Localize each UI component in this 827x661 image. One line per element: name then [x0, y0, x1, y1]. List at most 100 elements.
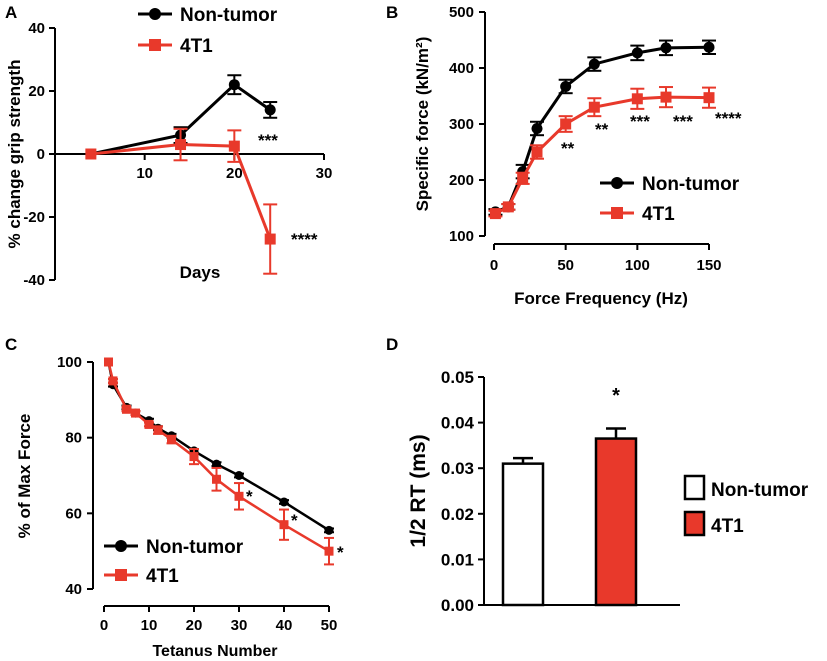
- legend-4t1-swatch: [683, 510, 706, 537]
- non-tumor-line: [107, 361, 330, 532]
- x-tick-label: 30: [231, 617, 248, 634]
- significance-label: *: [291, 511, 298, 530]
- legend-non-tumor-swatch-marker: [149, 8, 161, 20]
- t4t1-point: [531, 146, 543, 158]
- x-axis-label: Tetanus Number: [152, 643, 277, 660]
- t4t1-point: [167, 435, 176, 445]
- t4t1-point: [517, 172, 529, 184]
- legend-non-tumor-label: Non-tumor: [711, 480, 809, 501]
- t4t1-line: [90, 143, 272, 240]
- t4t1-point: [660, 91, 672, 103]
- bar-4t1: [594, 437, 638, 607]
- t4t1-point: [588, 101, 600, 113]
- non-tumor-point: [324, 525, 334, 535]
- t4t1-point: [560, 118, 572, 130]
- x-tick-label: 100: [625, 257, 650, 274]
- y-tick-label: 0.00: [441, 596, 474, 615]
- y-tick-label: 300: [449, 116, 474, 133]
- non-tumor-point: [660, 42, 672, 54]
- significance-label: ***: [673, 112, 693, 131]
- t4t1-point: [108, 376, 118, 386]
- significance-label: *: [246, 487, 253, 506]
- y-axis-label: % change grip strength: [5, 60, 24, 249]
- panel-d: D 0.00 0.01 0.02 0.03 0.04 0.05 1/2 RT (ms) * Non…: [386, 335, 809, 615]
- t4t1-point: [104, 357, 113, 367]
- x-tick-label: 20: [226, 165, 243, 182]
- significance-label: **: [595, 120, 609, 139]
- legend-non-tumor-label: Non-tumor: [146, 537, 244, 558]
- t4t1-line: [107, 361, 330, 553]
- t4t1-point: [279, 520, 289, 530]
- non-tumor-line: [90, 82, 272, 156]
- y-tick-label: 0.03: [441, 459, 474, 478]
- y-tick-label: 200: [449, 172, 474, 189]
- y-tick-label: 400: [449, 60, 474, 77]
- significance-label: ***: [258, 131, 278, 150]
- t4t1-point: [131, 408, 140, 418]
- legend-4t1-swatch-marker: [611, 207, 623, 219]
- non-tumor-point: [703, 41, 715, 53]
- non-tumor-point: [212, 459, 221, 469]
- y-tick-label: 0.04: [441, 414, 475, 433]
- x-tick-label: 40: [276, 617, 293, 634]
- t4t1-point: [189, 452, 199, 462]
- y-tick-label: 40: [65, 581, 82, 598]
- significance-label: **: [561, 139, 575, 158]
- legend-4t1-label: 4T1: [711, 516, 744, 537]
- t4t1-point: [631, 93, 643, 105]
- y-tick-label: 60: [65, 505, 82, 522]
- t4t1-point: [212, 474, 221, 484]
- x-tick-label: 10: [141, 617, 158, 634]
- y-tick-label: -20: [23, 209, 45, 226]
- t4t1-point: [122, 404, 131, 414]
- panel-label: A: [5, 3, 17, 22]
- x-tick-label: 0: [490, 257, 498, 274]
- y-tick-label: 100: [449, 228, 474, 245]
- panel-label: C: [5, 335, 17, 354]
- y-tick-label: 40: [28, 20, 45, 37]
- non-tumor-point: [279, 497, 289, 507]
- y-axis-label: 1/2 RT (ms): [407, 434, 430, 547]
- non-tumor-point: [264, 104, 276, 116]
- y-axis-label: Specific force (kN/m²): [413, 37, 432, 212]
- legend-non-tumor-label: Non-tumor: [642, 174, 740, 195]
- legend-4t1-label: 4T1: [642, 204, 675, 225]
- x-axis-label: Force Frequency (Hz): [514, 289, 688, 308]
- x-tick-label: 50: [557, 257, 574, 274]
- legend-non-tumor-swatch: [683, 474, 706, 501]
- y-tick-label: 500: [449, 4, 474, 21]
- t4t1-point: [153, 425, 163, 435]
- t4t1-point: [144, 419, 154, 429]
- x-tick-label: 10: [136, 165, 153, 182]
- x-tick-label: 20: [186, 617, 203, 634]
- t4t1-point: [85, 148, 97, 160]
- legend-4t1-swatch-marker: [149, 39, 161, 51]
- t4t1-point: [175, 139, 187, 151]
- panel-label: B: [386, 3, 398, 22]
- significance-label: ***: [630, 112, 650, 131]
- legend-non-tumor-swatch-marker: [115, 540, 127, 552]
- legend-4t1-label: 4T1: [146, 566, 179, 587]
- panel-c: C 40 60 80 100 0 10 20 30 40 50 Tetanus Number % of …: [5, 335, 344, 660]
- t4t1-point: [489, 208, 501, 220]
- y-tick-label: 0: [37, 146, 45, 163]
- y-axis-label: % of Max Force: [15, 414, 34, 539]
- bar-non-tumor: [501, 462, 545, 607]
- y-tick-label: 0.01: [441, 550, 474, 569]
- legend-4t1-swatch-marker: [115, 569, 127, 581]
- non-tumor-point: [228, 79, 240, 91]
- y-tick-label: 20: [28, 83, 45, 100]
- x-tick-label: 0: [100, 617, 108, 634]
- legend-non-tumor-swatch-marker: [611, 177, 623, 189]
- significance-label: ****: [715, 109, 742, 128]
- t4t1-point: [228, 140, 240, 152]
- non-tumor-point: [560, 80, 572, 92]
- t4t1-point: [703, 92, 715, 104]
- significance-label: *: [337, 543, 344, 562]
- non-tumor-point: [588, 58, 600, 70]
- panel-label: D: [386, 335, 398, 354]
- t4t1-point: [234, 491, 244, 501]
- non-tumor-point: [531, 122, 543, 134]
- significance-label: *: [612, 385, 620, 407]
